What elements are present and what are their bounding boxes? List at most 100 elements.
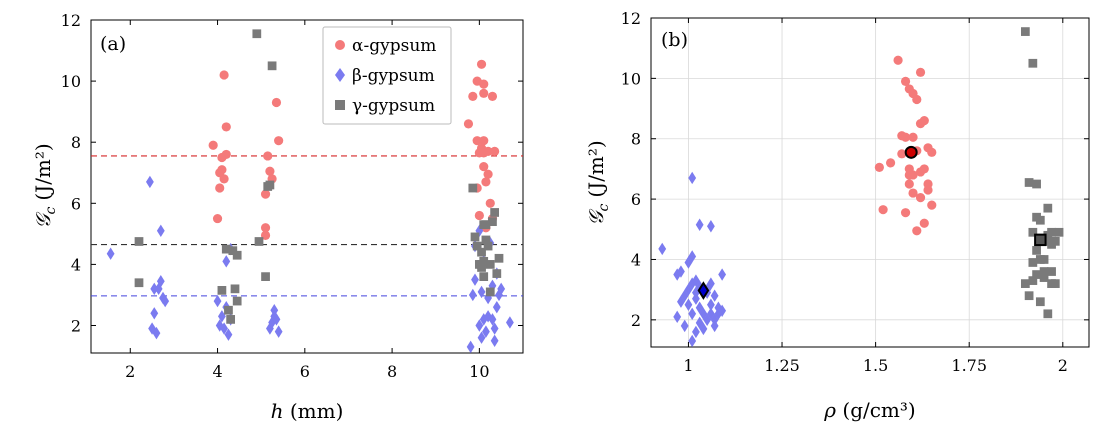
panel-a-data-points	[106, 29, 514, 354]
legend-label-gamma: γ-gypsum	[352, 96, 435, 116]
square-data-point	[1028, 58, 1038, 68]
panel-b-frame	[650, 17, 1090, 348]
panel-a-chart: 2 4 6 8 10 2 4 6 8 10 12 (a) h (mm) 𝒢c (J/m²) α-gyp…	[31, 11, 524, 423]
diamond-data-point	[495, 288, 503, 302]
y-tick-label: 6	[631, 190, 641, 209]
circle-data-point	[221, 122, 231, 132]
circle-data-point	[897, 149, 907, 159]
circle-data-point	[908, 188, 918, 198]
panel-b-mean-markers	[697, 145, 1047, 300]
square-data-point	[483, 241, 493, 251]
legend-marker-beta	[335, 68, 345, 82]
square-data-point	[1039, 267, 1049, 276]
diamond-data-point	[695, 218, 704, 231]
circle-data-point	[904, 170, 914, 180]
panel-b-ticks: 1 1.25 1.5 1.75 2 2 4 6 8 10 12	[621, 9, 1089, 375]
panel-b-y-axis-label: 𝒢c (J/m²)	[584, 140, 612, 225]
square-data-point	[472, 241, 482, 251]
diamond-data-point	[692, 325, 700, 339]
circle-data-point	[490, 146, 500, 156]
diamond-data-point	[145, 175, 154, 189]
x-tick-label: 8	[387, 362, 397, 381]
diamond-data-point	[222, 255, 231, 268]
circle-data-point	[260, 189, 271, 199]
diamond-data-point	[156, 224, 165, 238]
legend-marker-alpha	[335, 40, 345, 50]
panel-b-y-sub: c	[596, 203, 612, 211]
diamond-data-point	[692, 286, 700, 299]
circle-data-point	[900, 132, 911, 142]
square-data-point	[1043, 309, 1053, 319]
diamond-data-point	[466, 340, 475, 354]
circle-data-point	[479, 162, 489, 172]
diamond-data-point	[680, 319, 689, 333]
x-tick-label: 1.25	[764, 356, 800, 375]
circle-data-point	[463, 119, 474, 129]
diamond-data-point	[490, 322, 499, 335]
panel-a-y-axis-label: 𝒢c (J/m²)	[31, 143, 59, 228]
legend-label-alpha: α-gypsum	[352, 36, 436, 56]
circle-data-point	[915, 67, 926, 77]
diamond-data-point	[718, 304, 727, 317]
circle-data-point	[923, 179, 933, 189]
square-data-point	[1050, 279, 1060, 288]
circle-data-point	[927, 200, 937, 210]
square-data-point	[224, 305, 233, 315]
panel-a-label: (a)	[100, 33, 126, 55]
y-tick-label: 10	[621, 69, 641, 88]
diamond-data-point	[217, 310, 226, 323]
panel-b-x-unit: (g/cm³)	[842, 398, 915, 422]
panel-a-legend: α-gypsum β-gypsum γ-gypsum	[322, 26, 452, 125]
y-tick-label: 10	[61, 72, 81, 91]
diamond-data-point	[471, 273, 479, 286]
square-data-point	[479, 272, 489, 281]
square-data-point	[1043, 203, 1053, 213]
diamond-data-point	[220, 322, 229, 335]
square-data-point	[267, 61, 277, 71]
square-data-point	[226, 315, 236, 324]
y-tick-label: 12	[61, 11, 81, 30]
circle-data-point	[476, 59, 487, 69]
x-tick-label: 1	[683, 356, 693, 375]
diamond-data-point	[706, 277, 715, 290]
legend-marker-gamma	[335, 100, 345, 110]
circle-data-point	[208, 140, 218, 150]
panel-b-x-axis-label: ρ (g/cm³)	[823, 398, 915, 422]
panel-a-frame	[90, 19, 524, 354]
square-data-point	[1035, 215, 1045, 225]
diamond-data-point	[677, 265, 685, 278]
diamond-data-point	[475, 319, 484, 332]
square-data-point	[230, 284, 240, 294]
circle-data-point	[474, 210, 484, 221]
x-tick-label: 2	[125, 362, 135, 381]
panel-a-ticks: 2 4 6 8 10 2 4 6 8 10 12	[61, 11, 523, 381]
square-data-point	[254, 237, 264, 246]
circle-data-point	[479, 88, 489, 98]
circle-data-point	[904, 179, 914, 189]
y-tick-label: 6	[71, 194, 81, 213]
circle-data-point	[479, 136, 489, 146]
square-data-point	[217, 286, 227, 295]
circle-data-point	[893, 55, 903, 65]
square-data-point	[485, 287, 495, 297]
panel-a-y-unit: (J/m²)	[31, 143, 55, 200]
panel-b-label: (b)	[661, 29, 688, 51]
y-tick-label: 8	[71, 133, 81, 152]
circle-data-point	[927, 147, 937, 157]
circle-data-point	[274, 136, 284, 146]
diamond-data-point	[161, 294, 170, 308]
panel-b-chart: 1 1.25 1.5 1.75 2 2 4 6 8 10 12 (b) ρ (g/cm³) 𝒢c (J…	[584, 9, 1090, 422]
diamond-data-point	[270, 304, 279, 317]
circle-data-point	[487, 91, 498, 101]
diamond-data-point	[150, 307, 159, 320]
y-tick-label: 4	[631, 250, 641, 269]
diamond-data-point	[688, 307, 697, 321]
circle-data-point	[468, 91, 478, 101]
square-data-point	[488, 217, 497, 227]
circle-data-point	[908, 132, 918, 142]
square-data-point	[232, 250, 242, 260]
square-data-point	[1028, 276, 1038, 285]
square-data-point	[1028, 258, 1038, 267]
square-data-point	[1035, 297, 1045, 307]
square-data-point	[494, 253, 504, 263]
